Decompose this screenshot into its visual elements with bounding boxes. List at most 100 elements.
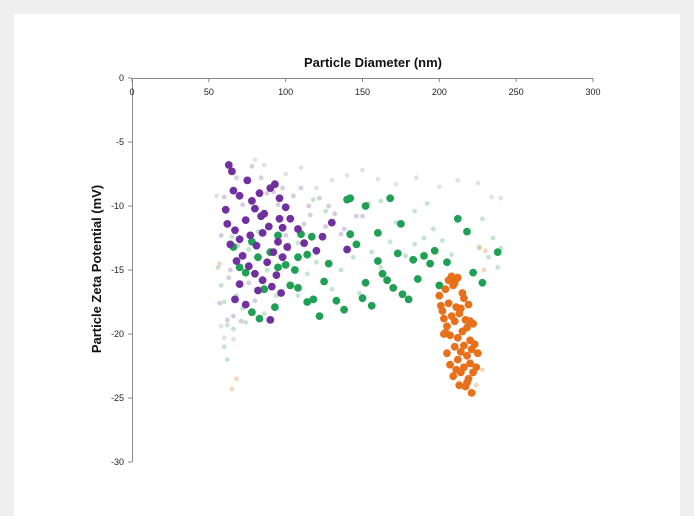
data-point [378,198,384,204]
data-point [473,349,482,358]
data-point [234,376,239,382]
data-point [443,258,451,267]
data-point [307,212,313,218]
data-point [387,239,393,245]
data-point [310,197,316,203]
data-point [495,265,501,270]
data-point [226,240,235,249]
data-point [304,271,310,277]
data-point [452,365,461,374]
data-point [318,232,327,241]
data-point [258,276,267,285]
data-point [460,363,468,372]
data-point [455,381,464,390]
data-point [283,233,289,238]
data-point [258,175,264,181]
data-point [346,230,355,239]
data-point [277,289,285,297]
data-point [303,250,312,259]
data-point [255,314,264,323]
data-point [338,267,344,273]
data-point [441,285,450,294]
data-point [252,241,261,250]
data-point [281,261,290,269]
data-point [229,186,238,195]
data-point [412,208,418,214]
data-point [481,267,487,273]
data-point [489,194,494,200]
data-point [338,231,344,237]
data-point [269,248,278,256]
data-point [478,278,487,287]
data-point [490,235,496,241]
data-point [329,178,335,183]
data-point [295,293,301,298]
x-tick-label: 50 [204,87,214,97]
data-point [374,257,382,265]
data-point [473,382,479,388]
data-point [314,185,319,191]
data-point [447,272,456,281]
data-point [323,224,328,229]
data-point [453,214,462,223]
data-point [455,178,461,183]
data-point [476,245,482,251]
data-point [324,259,333,268]
y-tick-label: -20 [111,329,124,339]
data-point [450,317,459,326]
data-point [263,258,272,267]
data-point [286,214,295,223]
data-point [309,295,318,304]
data-point [441,328,450,337]
data-point [294,253,302,262]
data-point [254,286,262,295]
data-point [224,322,230,328]
data-point [221,335,227,341]
data-point [375,176,381,182]
data-point [231,326,236,332]
data-point [421,235,427,241]
data-point [475,180,481,186]
data-point [413,175,419,181]
data-point [450,342,459,351]
data-point [483,248,488,254]
data-point [456,304,465,313]
data-point [286,281,295,290]
data-point [460,341,468,350]
data-point [344,172,350,178]
data-point [264,267,270,273]
data-point [294,284,302,292]
data-point [295,240,301,246]
data-point [312,246,321,255]
data-point [294,225,302,233]
data-point [283,243,292,251]
data-point [244,262,253,271]
data-point [430,246,439,255]
axis-ticks: 0 50 100 150 200 250 300 0 -5 -10 -15 -20 -25 -30 [111,73,601,467]
data-point [257,212,265,221]
data-point [275,214,284,223]
data-point [275,194,284,203]
data-point [367,301,376,310]
data-point [464,300,473,309]
data-point [267,282,276,291]
data-point [393,249,402,258]
data-point [332,211,338,217]
data-point [248,308,256,317]
x-tick-label: 250 [509,87,524,97]
data-point [231,313,236,319]
data-point [218,323,224,329]
x-tick-label: 150 [355,87,370,97]
data-point [317,195,322,201]
y-tick-label: 0 [119,73,124,83]
data-point [214,193,219,199]
x-tick-label: 100 [278,87,293,97]
data-point [229,234,235,240]
data-point [228,167,236,176]
data-point [298,185,304,191]
data-point [221,194,227,200]
data-point [251,204,259,213]
data-point [397,220,405,228]
data-point [274,237,282,246]
data-point [254,253,262,262]
